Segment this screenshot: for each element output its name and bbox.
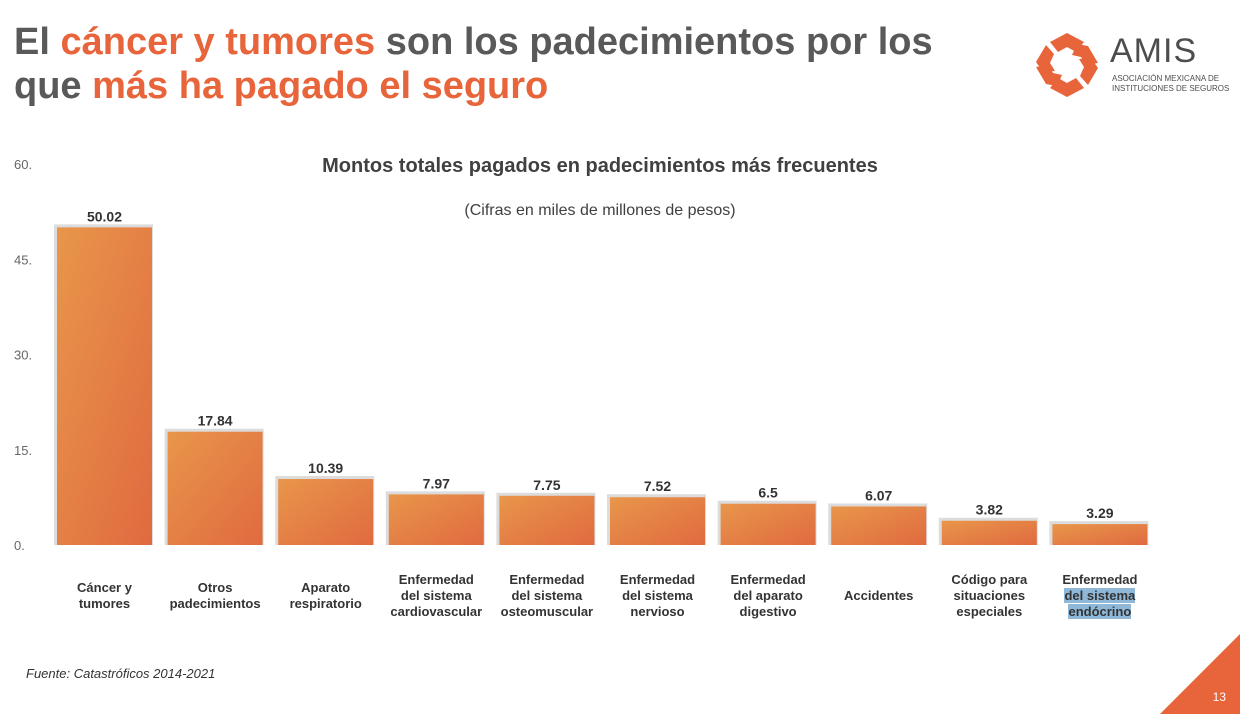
bar-value-label: 6.5 xyxy=(758,485,778,501)
x-tick-label-line: del sistema xyxy=(400,588,472,603)
x-tick-label-line: Otros xyxy=(197,580,233,595)
x-tick-label: Código para situaciones especiales xyxy=(933,572,1045,620)
x-tick-label: Otros padecimientos xyxy=(159,580,271,612)
x-tick-label-line: endócrino xyxy=(1068,604,1132,619)
amis-logo: AMIS Asociación Mexicana de Institucione… xyxy=(1032,30,1229,102)
bar xyxy=(1052,524,1148,545)
bar xyxy=(278,479,374,545)
x-tick-label: Cáncer y tumores xyxy=(49,580,161,612)
bar-value-label: 7.97 xyxy=(423,475,450,491)
y-tick-label: 45. xyxy=(14,252,32,267)
x-tick-label-line: del sistema xyxy=(1064,588,1136,603)
bar xyxy=(388,494,484,545)
bar-value-label: 3.82 xyxy=(976,502,1003,518)
x-tick-label: Enfermedad del sistema cardiovascular xyxy=(380,572,492,620)
x-tick-label: Enfermedad del sistema endócrino xyxy=(1044,572,1156,620)
amis-logo-icon xyxy=(1036,33,1098,97)
bar-value-label: 7.75 xyxy=(533,477,560,493)
bar-value-label: 10.39 xyxy=(308,460,343,476)
slide-title: El cáncer y tumores son los padecimiento… xyxy=(14,20,1004,108)
x-tick-label-line: cardiovascular xyxy=(390,604,483,619)
corner-accent xyxy=(1160,634,1240,714)
x-tick-label-line: Enfermedad xyxy=(509,572,585,587)
x-tick-label-line: Enfermedad xyxy=(1062,572,1138,587)
x-tick-label-line: Enfermedad xyxy=(619,572,696,587)
bar-value-label: 3.29 xyxy=(1086,505,1113,521)
logo-subtitle-line: Asociación Mexicana de xyxy=(1112,74,1220,83)
bar xyxy=(720,503,816,545)
x-tick-label: Aparato respiratorio xyxy=(270,580,382,612)
x-tick-label-line: del aparato xyxy=(733,588,803,603)
x-tick-label-line: Accidentes xyxy=(844,588,914,603)
x-tick-label-line: situaciones xyxy=(953,588,1026,603)
bar xyxy=(610,497,705,545)
x-tick-label-line: Código para xyxy=(951,572,1028,587)
title-part-highlight: cáncer y tumores xyxy=(60,21,376,63)
x-tick-label-line: nervioso xyxy=(630,604,685,619)
chart-title: Montos totales pagados en padecimientos … xyxy=(322,155,878,177)
x-tick-label-line: tumores xyxy=(78,596,131,611)
bar xyxy=(57,227,152,546)
x-tick-label-line: osteomuscular xyxy=(500,604,594,619)
logo-subtitle-line: Instituciones de Seguros xyxy=(1112,84,1230,93)
x-tick-label: Enfermedad del aparato digestivo xyxy=(712,572,824,620)
x-tick-label: Enfermedad del sistema osteomuscular xyxy=(491,572,603,620)
y-tick-label: 60. xyxy=(14,157,32,172)
x-tick-label: Accidentes xyxy=(823,588,935,604)
title-part: El xyxy=(14,21,61,63)
x-tick-label-line: del sistema xyxy=(622,588,693,603)
y-tick-label: 15. xyxy=(14,443,32,458)
x-tick-label-line: especiales xyxy=(956,604,1023,619)
x-tick-label-line: Cáncer y xyxy=(77,580,132,595)
x-tick-label-line: digestivo xyxy=(739,604,797,619)
x-tick-label-line: padecimientos xyxy=(169,596,261,611)
y-tick-label: 0. xyxy=(14,538,25,553)
bar xyxy=(831,506,927,545)
bar xyxy=(499,495,595,545)
bar-value-label: 50.02 xyxy=(87,208,122,224)
bar-value-label: 7.52 xyxy=(644,478,671,494)
chart-subtitle: (Cifras en miles de millones de pesos) xyxy=(464,202,736,219)
x-tick-label: Enfermedad del sistema nervioso xyxy=(602,572,714,620)
logo-wordmark: AMIS xyxy=(1110,32,1198,70)
bar-value-label: 17.84 xyxy=(198,413,233,429)
x-tick-label-line: Enfermedad xyxy=(730,572,806,587)
x-tick-label-line: respiratorio xyxy=(289,596,362,611)
bar xyxy=(941,520,1037,545)
title-part: son los padecimientos por los que xyxy=(14,21,933,107)
x-tick-label-line: Aparato xyxy=(301,580,351,595)
title-part-highlight: más ha pagado el seguro xyxy=(92,65,549,107)
bar-value-label: 6.07 xyxy=(865,487,892,503)
source-note: Fuente: Catastróficos 2014-2021 xyxy=(26,666,216,681)
bar-chart: 0. 15. 30. 45. 60. 50.02 17.84 10.39 7.97 7.75 7.5… xyxy=(14,157,1149,553)
bar xyxy=(167,431,263,545)
x-tick-label-line: del sistema xyxy=(511,588,583,603)
logo-subtitle: Asociación Mexicana de Instituciones de … xyxy=(1112,74,1229,94)
y-tick-label: 30. xyxy=(14,348,32,363)
page-number: 13 xyxy=(1212,690,1226,704)
x-tick-label-line: Enfermedad xyxy=(398,572,474,587)
